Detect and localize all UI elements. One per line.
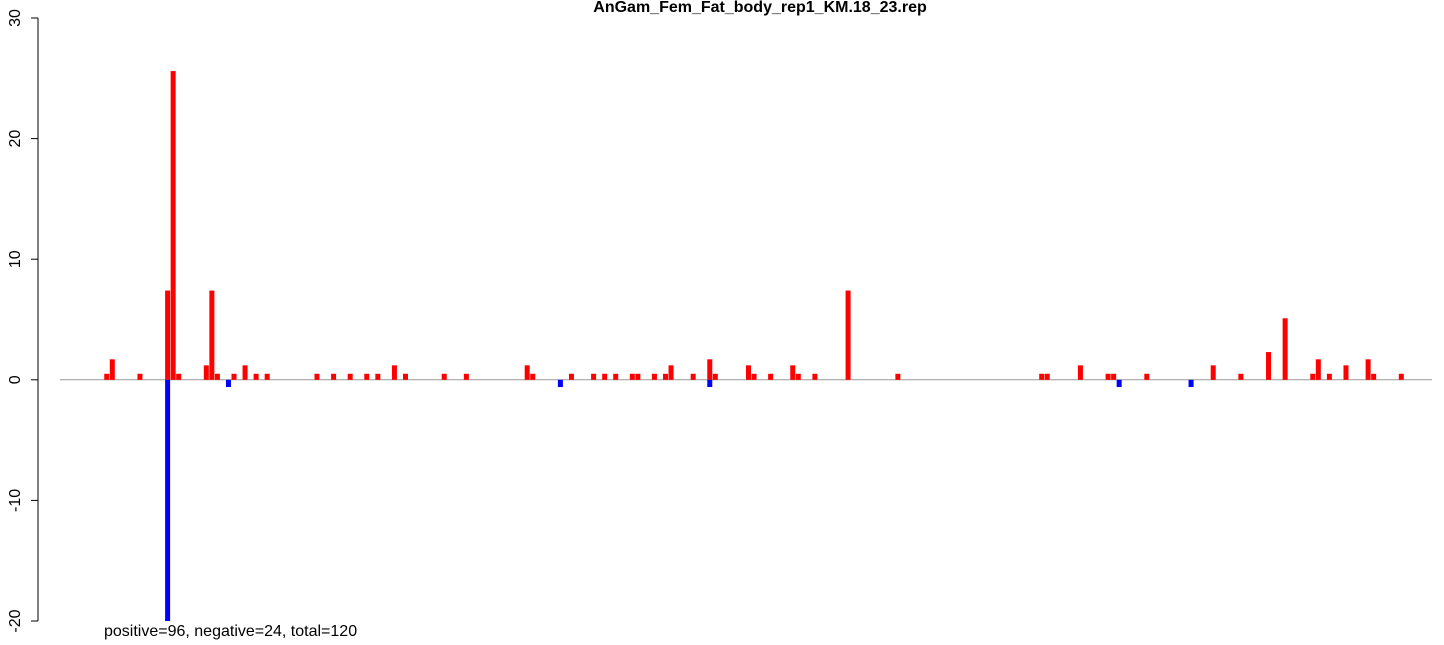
bar bbox=[524, 365, 530, 380]
bar bbox=[391, 365, 397, 380]
bar bbox=[602, 373, 608, 380]
bar bbox=[635, 373, 641, 380]
y-tick-label: -10 bbox=[7, 489, 24, 512]
bar bbox=[1282, 318, 1288, 380]
bar bbox=[314, 373, 320, 380]
bar bbox=[651, 373, 657, 380]
bar bbox=[707, 379, 713, 388]
bar bbox=[214, 373, 220, 380]
bar bbox=[176, 373, 182, 380]
bar bbox=[165, 290, 171, 380]
bar bbox=[790, 365, 796, 380]
bar bbox=[1266, 352, 1272, 380]
bar bbox=[203, 365, 209, 380]
bar bbox=[1365, 359, 1371, 380]
bar bbox=[242, 365, 248, 380]
bar bbox=[663, 373, 669, 380]
bar bbox=[403, 373, 408, 380]
bar bbox=[707, 359, 713, 380]
bar bbox=[209, 290, 215, 380]
bar bbox=[264, 373, 270, 380]
bar bbox=[530, 373, 536, 380]
bar bbox=[557, 379, 563, 388]
bar bbox=[1371, 373, 1377, 380]
bar bbox=[375, 373, 381, 380]
bar bbox=[1105, 373, 1111, 380]
y-tick-label: 30 bbox=[7, 9, 24, 27]
bar bbox=[1398, 373, 1404, 380]
bar bbox=[463, 373, 469, 380]
bar bbox=[170, 71, 176, 380]
bar bbox=[109, 359, 115, 380]
bar bbox=[1238, 373, 1244, 380]
bar bbox=[768, 373, 774, 380]
bar bbox=[845, 290, 851, 380]
bar bbox=[751, 373, 757, 380]
y-tick-label: 20 bbox=[7, 130, 24, 148]
y-tick-label: 10 bbox=[7, 250, 24, 268]
bar bbox=[364, 373, 370, 380]
annotation: positive=96, negative=24, total=120 bbox=[104, 623, 357, 640]
bar bbox=[1116, 379, 1122, 388]
y-tick-label: -20 bbox=[7, 609, 24, 632]
bar bbox=[347, 373, 353, 380]
bar bbox=[1077, 365, 1083, 380]
bar bbox=[441, 373, 447, 380]
bar bbox=[1326, 373, 1332, 380]
y-tick-label: 0 bbox=[7, 375, 24, 384]
bar bbox=[591, 373, 597, 380]
bar bbox=[812, 373, 818, 380]
bar bbox=[629, 373, 635, 380]
bar bbox=[568, 373, 574, 380]
bar bbox=[1210, 365, 1216, 380]
bar bbox=[1144, 373, 1150, 380]
bar bbox=[231, 373, 237, 380]
bar bbox=[613, 373, 619, 380]
bar bbox=[1039, 373, 1045, 380]
chart-title: AnGam_Fem_Fat_body_rep1_KM.18_23.rep bbox=[593, 0, 927, 16]
bar bbox=[668, 365, 674, 380]
bar bbox=[895, 373, 901, 380]
bar bbox=[1111, 373, 1117, 380]
bar bbox=[712, 373, 718, 380]
bar bbox=[137, 373, 143, 380]
bar bbox=[1343, 365, 1349, 380]
bar bbox=[331, 373, 337, 380]
bar bbox=[1188, 379, 1194, 388]
bar bbox=[253, 373, 259, 380]
bar bbox=[104, 373, 110, 380]
bar bbox=[1315, 359, 1321, 380]
bar bbox=[690, 373, 696, 380]
bar bbox=[225, 379, 231, 388]
bar bbox=[1044, 373, 1050, 380]
bar bbox=[1310, 373, 1316, 380]
bar bbox=[746, 365, 751, 380]
bar bbox=[795, 373, 801, 380]
bar bbox=[165, 379, 171, 621]
